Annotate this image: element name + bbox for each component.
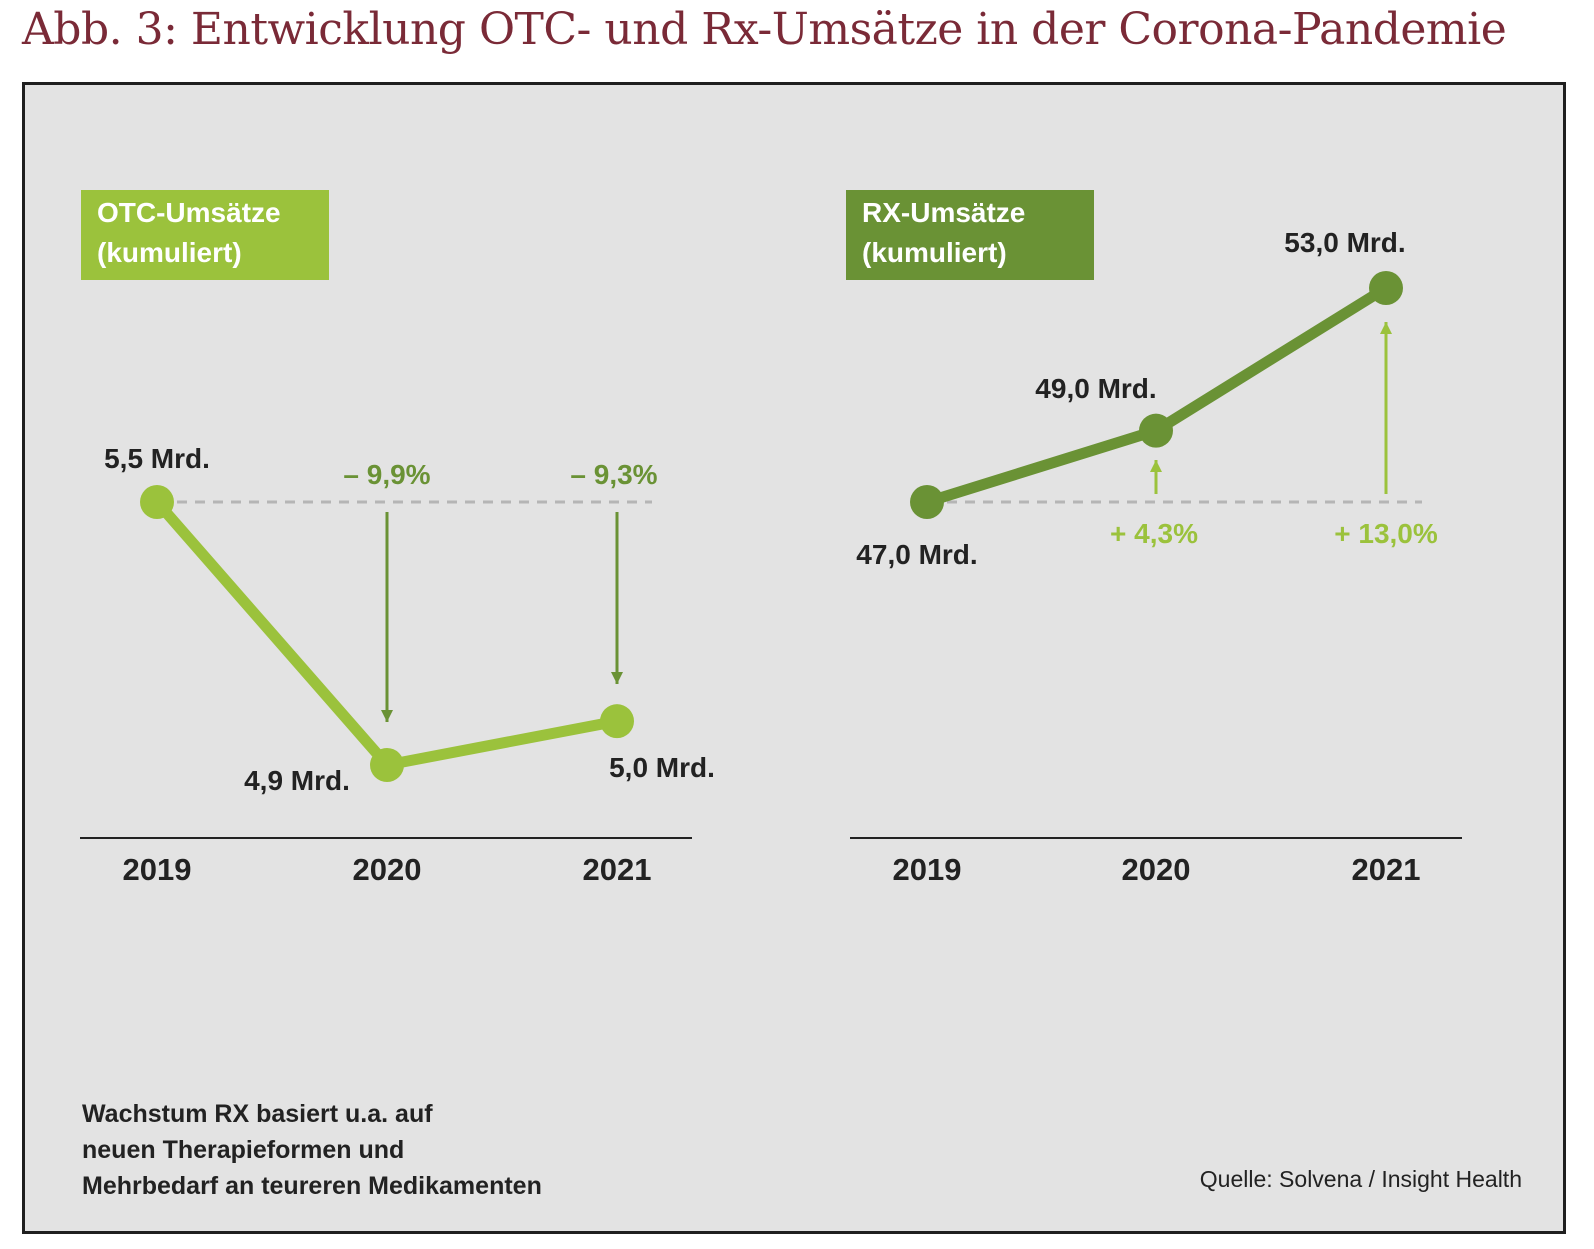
change-label: – 9,3%: [570, 459, 657, 490]
value-label: 47,0 Mrd.: [856, 539, 977, 570]
change-arrowhead: [611, 672, 623, 684]
value-label: 53,0 Mrd.: [1284, 227, 1405, 258]
change-label: + 13,0%: [1334, 518, 1438, 549]
source-credit: Quelle: Solvena / Insight Health: [1199, 1166, 1522, 1192]
series-title: OTC-Umsätze: [97, 197, 281, 228]
value-label: 5,5 Mrd.: [104, 443, 210, 474]
value-label: 5,0 Mrd.: [609, 752, 715, 783]
change-arrowhead: [381, 710, 393, 722]
data-point: [1139, 413, 1173, 448]
data-point: [140, 485, 174, 519]
footnote-line: neuen Therapieformen und: [82, 1136, 405, 1164]
data-point: [910, 485, 944, 519]
x-tick-label: 2019: [893, 852, 962, 887]
footnote: Wachstum RX basiert u.a. auf neuen Thera…: [82, 1096, 542, 1204]
chart-title: Abb. 3: Entwicklung OTC- und Rx-Umsätze …: [22, 4, 1507, 55]
data-point: [1369, 271, 1403, 305]
change-label: + 4,3%: [1110, 518, 1198, 549]
value-label: 49,0 Mrd.: [1035, 373, 1156, 404]
x-tick-label: 2019: [123, 852, 192, 887]
value-label: 4,9 Mrd.: [244, 765, 350, 796]
x-tick-label: 2020: [353, 852, 422, 887]
footnote-line: Mehrbedarf an teureren Medikamenten: [82, 1172, 542, 1200]
x-tick-label: 2020: [1122, 852, 1191, 887]
x-tick-label: 2021: [583, 852, 652, 887]
footnote-line: Wachstum RX basiert u.a. auf: [82, 1100, 433, 1128]
rx-chart: RX-Umsätze (kumuliert) 47,0 Mrd. 49,0 Mrd. 5…: [846, 190, 1462, 887]
data-point: [370, 748, 404, 782]
series-title-box: [846, 190, 1094, 280]
series-title: (kumuliert): [97, 237, 242, 268]
series-title-box: [81, 190, 329, 280]
change-label: – 9,9%: [343, 459, 430, 490]
series-title: RX-Umsätze: [862, 197, 1025, 228]
x-tick-label: 2021: [1352, 852, 1421, 887]
data-point: [600, 704, 634, 739]
change-arrowhead: [1380, 322, 1392, 334]
series-title: (kumuliert): [862, 237, 1007, 268]
otc-chart: OTC-Umsätze (kumuliert) 5,5 Mrd. 4,9 Mrd. 5,…: [80, 190, 715, 887]
change-arrowhead: [1150, 460, 1162, 472]
